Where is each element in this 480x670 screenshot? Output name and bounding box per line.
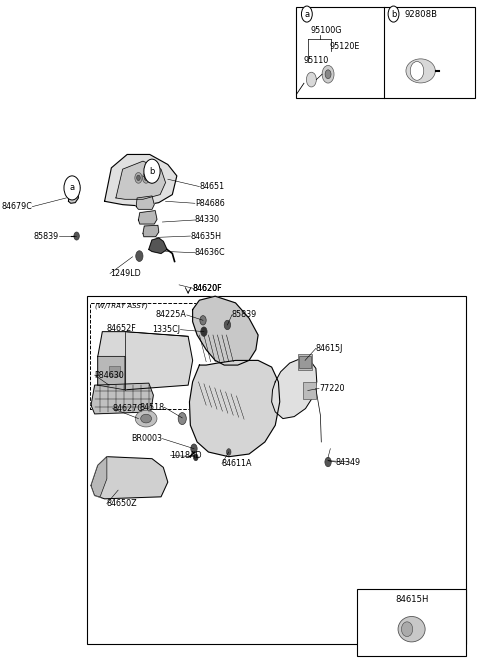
Polygon shape	[138, 210, 157, 224]
Circle shape	[136, 251, 143, 261]
Text: 1018AD: 1018AD	[170, 451, 202, 460]
Bar	[358, 589, 466, 656]
Text: P84686: P84686	[195, 199, 225, 208]
Text: 92808B: 92808B	[405, 9, 438, 19]
Circle shape	[64, 176, 80, 200]
Text: 95110: 95110	[303, 56, 328, 66]
Text: a: a	[304, 9, 310, 19]
Text: 84650Z: 84650Z	[107, 499, 137, 508]
Text: 95120E: 95120E	[329, 42, 360, 51]
Circle shape	[144, 159, 160, 183]
Text: 84651: 84651	[199, 182, 225, 191]
Bar	[298, 354, 312, 370]
Circle shape	[193, 454, 198, 461]
Text: 84615J: 84615J	[316, 344, 343, 353]
Polygon shape	[272, 358, 317, 419]
Text: 84679C: 84679C	[1, 202, 32, 211]
Polygon shape	[149, 238, 167, 253]
Text: 85839: 85839	[232, 310, 257, 320]
Text: 84620F: 84620F	[192, 283, 222, 293]
Text: 85839: 85839	[33, 232, 59, 241]
Text: (W/TRAY ASSY): (W/TRAY ASSY)	[95, 303, 147, 310]
Polygon shape	[192, 296, 258, 365]
Polygon shape	[91, 383, 153, 414]
Text: 95100G: 95100G	[310, 26, 341, 36]
Polygon shape	[136, 196, 154, 209]
Text: 84652F: 84652F	[107, 324, 137, 333]
Text: 84635H: 84635H	[191, 232, 221, 241]
Circle shape	[325, 70, 331, 78]
Polygon shape	[98, 356, 125, 390]
Ellipse shape	[141, 414, 152, 423]
Text: b: b	[391, 9, 396, 19]
Text: a: a	[70, 184, 75, 192]
Circle shape	[144, 175, 148, 180]
Circle shape	[325, 458, 331, 467]
Ellipse shape	[410, 62, 424, 80]
Ellipse shape	[401, 622, 413, 636]
Bar	[109, 366, 120, 377]
Bar	[303, 382, 316, 399]
Text: 84611A: 84611A	[222, 459, 252, 468]
Bar	[299, 356, 311, 368]
Circle shape	[135, 173, 142, 183]
Circle shape	[143, 173, 150, 183]
Text: BR0003: BR0003	[132, 434, 162, 443]
Text: 84349: 84349	[336, 458, 361, 466]
Polygon shape	[143, 225, 159, 237]
Circle shape	[200, 316, 206, 325]
Text: P84630: P84630	[95, 371, 124, 380]
Bar	[90, 303, 222, 409]
Ellipse shape	[398, 616, 425, 642]
Circle shape	[74, 232, 79, 240]
Polygon shape	[116, 161, 166, 199]
Circle shape	[201, 327, 207, 336]
Ellipse shape	[406, 59, 435, 83]
Circle shape	[224, 320, 230, 330]
Text: 77220: 77220	[319, 384, 345, 393]
Text: 84636C: 84636C	[195, 249, 226, 257]
Text: 84627C: 84627C	[113, 404, 144, 413]
Text: 84620F: 84620F	[192, 283, 222, 293]
Bar	[86, 296, 466, 644]
Text: 1249LD: 1249LD	[110, 269, 141, 278]
Circle shape	[301, 6, 312, 22]
Circle shape	[227, 449, 231, 456]
Text: 84615H: 84615H	[395, 594, 428, 604]
Text: 84225A: 84225A	[156, 310, 187, 320]
Circle shape	[191, 444, 197, 454]
Circle shape	[137, 175, 140, 180]
Polygon shape	[190, 360, 280, 457]
Text: 84518: 84518	[139, 403, 164, 411]
Bar	[297, 7, 475, 98]
Polygon shape	[69, 184, 78, 203]
Circle shape	[322, 66, 334, 83]
Text: 1335CJ: 1335CJ	[153, 325, 180, 334]
Circle shape	[388, 6, 399, 22]
Polygon shape	[91, 457, 168, 498]
Ellipse shape	[135, 410, 157, 427]
Polygon shape	[98, 332, 192, 390]
Polygon shape	[91, 457, 107, 496]
Text: 84330: 84330	[195, 216, 220, 224]
Polygon shape	[105, 155, 177, 206]
Text: b: b	[149, 167, 155, 176]
Circle shape	[178, 413, 186, 425]
Circle shape	[306, 72, 316, 87]
